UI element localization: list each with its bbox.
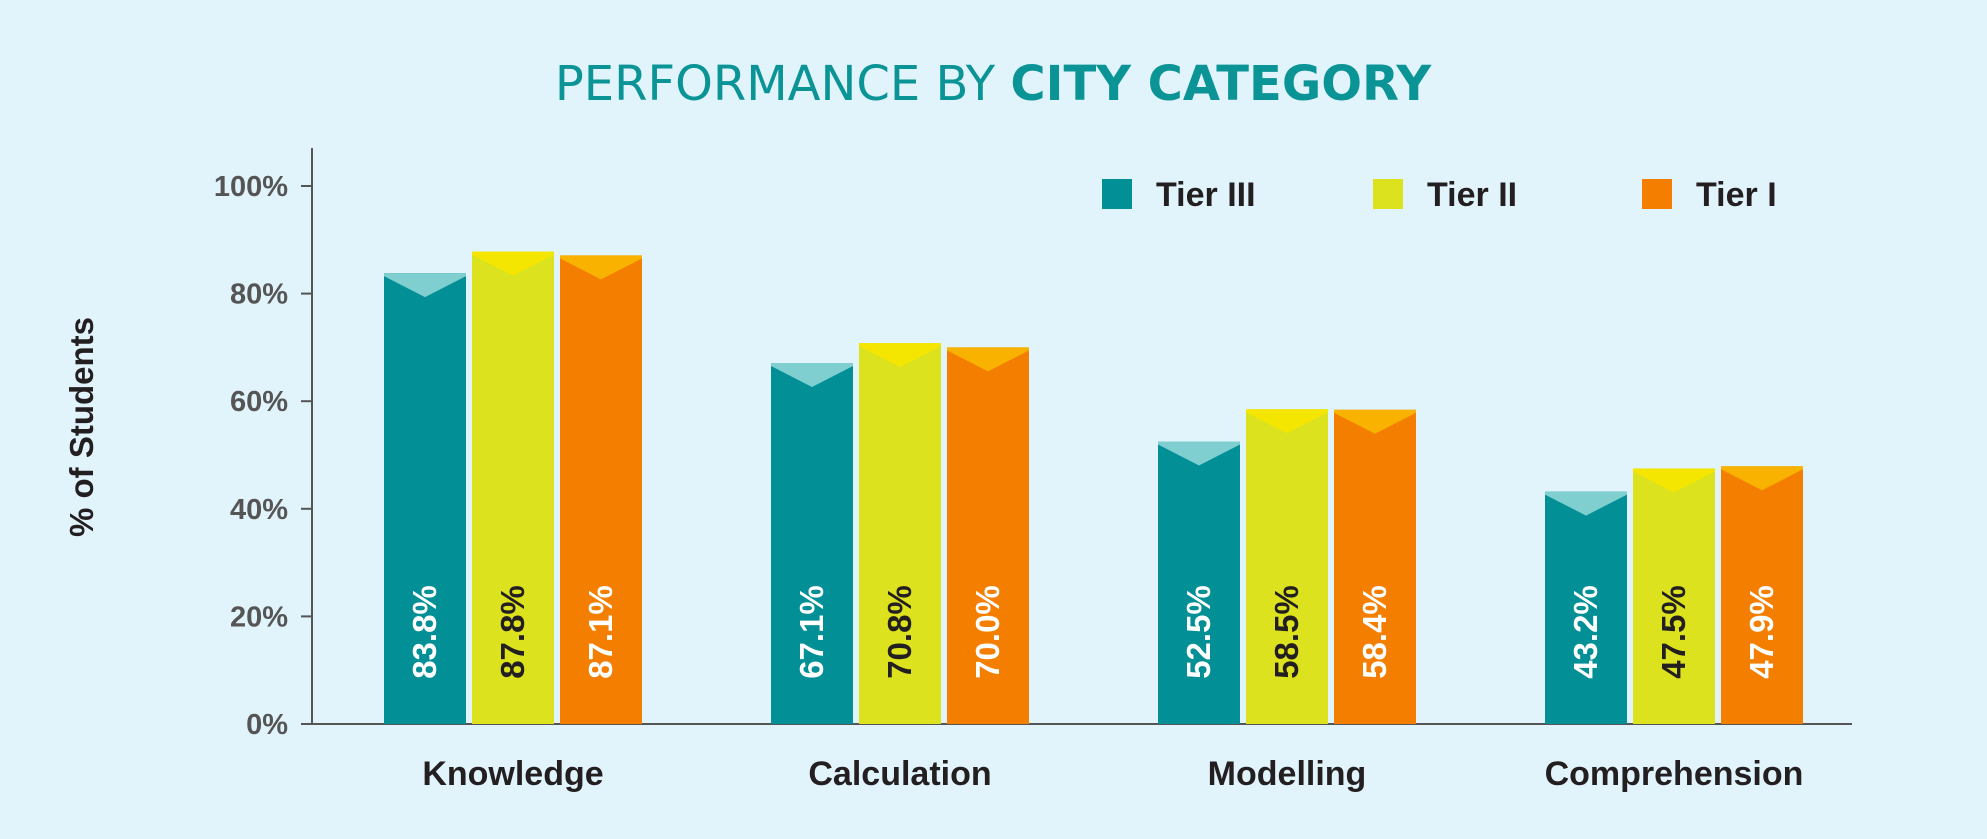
bar: 87.1% [560, 255, 642, 725]
y-tick-label: 80% [230, 279, 288, 311]
legend-item: Tier III [1102, 176, 1256, 214]
legend: Tier III Tier II Tier I [1102, 176, 1777, 214]
chart-title-prefix: PERFORMANCE BY [555, 56, 1011, 112]
bar-value-label: 67.1% [793, 585, 830, 679]
legend-label: Tier I [1696, 176, 1777, 214]
bar-cap [384, 273, 466, 298]
bar-series-group: 83.8% 87.8% 87.1% 67.1% 70.8% 70.0% 52.5% 58.5%… [384, 251, 1803, 725]
chart-title: PERFORMANCE BY CITY CATEGORY [555, 56, 1433, 112]
legend-swatch [1373, 179, 1403, 209]
bar: 70.0% [947, 347, 1029, 724]
bar: 47.5% [1633, 468, 1715, 724]
bar-body [771, 363, 853, 724]
bar: 83.8% [384, 273, 466, 724]
category-label: Comprehension [1545, 755, 1804, 793]
bar-body [1633, 468, 1715, 724]
y-tick-label: 60% [230, 386, 288, 418]
bar-cap [1633, 468, 1715, 493]
bar-body [1246, 409, 1328, 724]
bar-cap [1158, 441, 1240, 466]
bar-value-label: 47.9% [1743, 585, 1780, 679]
bar-body [1334, 409, 1416, 724]
bar-cap [1545, 491, 1627, 516]
chart-title-emphasis: CITY CATEGORY [1010, 56, 1432, 112]
bar-cap [560, 255, 642, 280]
legend-swatch [1102, 179, 1132, 209]
bar-value-label: 58.5% [1268, 585, 1305, 679]
category-label: Calculation [808, 755, 991, 793]
bar-value-label: 70.0% [969, 585, 1006, 679]
bar-value-label: 83.8% [406, 585, 443, 679]
y-axis-label: % of Students [63, 317, 100, 537]
bar: 87.8% [472, 251, 554, 725]
bar-value-label: 87.1% [582, 585, 619, 679]
legend-item: Tier II [1373, 176, 1517, 214]
y-tick-label: 40% [230, 494, 288, 526]
bar-value-label: 87.8% [494, 585, 531, 679]
bar-body [859, 343, 941, 724]
y-axis: 0% 20% 40% 60% 80% 100% [214, 148, 313, 741]
category-label: Modelling [1208, 755, 1367, 793]
bar-value-label: 70.8% [881, 585, 918, 679]
bar-value-label: 43.2% [1567, 585, 1604, 679]
bar-value-label: 47.5% [1655, 585, 1692, 679]
bar-cap [1721, 466, 1803, 491]
bar-cap [472, 251, 554, 276]
x-axis: Knowledge Calculation Modelling Comprehensi… [312, 723, 1852, 793]
bar: 43.2% [1545, 491, 1627, 724]
bar: 58.4% [1334, 409, 1416, 724]
bar-body [947, 347, 1029, 724]
bar: 52.5% [1158, 441, 1240, 724]
legend-label: Tier II [1427, 176, 1517, 214]
bar-value-label: 58.4% [1356, 585, 1393, 679]
bar-body [1158, 441, 1240, 724]
bar: 47.9% [1721, 466, 1803, 724]
bar-body [472, 251, 554, 725]
bar-value-label: 52.5% [1180, 585, 1217, 679]
bar-body [1721, 466, 1803, 724]
y-tick-label: 0% [246, 709, 288, 741]
bar: 67.1% [771, 363, 853, 724]
bar-cap [859, 343, 941, 368]
bar-body [560, 255, 642, 725]
bar-cap [1246, 409, 1328, 434]
legend-item: Tier I [1642, 176, 1777, 214]
legend-swatch [1642, 179, 1672, 209]
bar-body [1545, 491, 1627, 724]
y-tick-label: 20% [230, 601, 288, 633]
bar-body [384, 273, 466, 724]
y-tick-label: 100% [214, 171, 288, 203]
bar-cap [947, 347, 1029, 372]
bar-cap [1334, 409, 1416, 434]
legend-label: Tier III [1156, 176, 1256, 214]
bar-cap [771, 363, 853, 388]
category-label: Knowledge [422, 755, 603, 793]
bar: 58.5% [1246, 409, 1328, 724]
bar: 70.8% [859, 343, 941, 724]
